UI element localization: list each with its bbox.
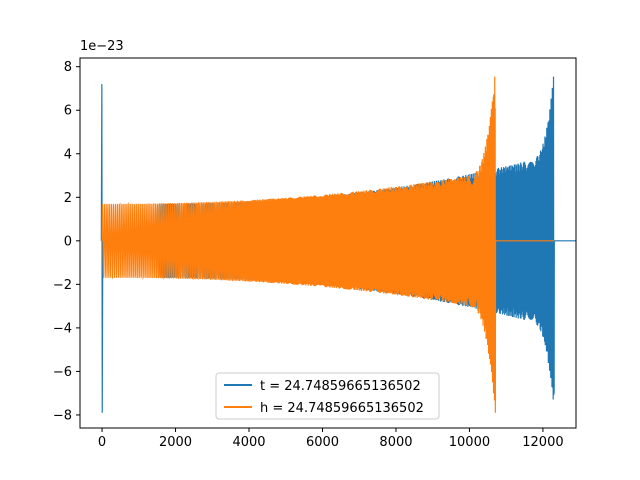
plot-area (100, 76, 576, 413)
y-offset-label: 1e−23 (80, 39, 124, 54)
y-tick-label: 4 (64, 147, 72, 162)
legend-label-h: h = 24.74859665136502 (260, 401, 424, 416)
y-tick-label: −4 (53, 321, 72, 336)
x-tick-label: 6000 (306, 435, 339, 450)
y-tick-label: −6 (53, 365, 72, 380)
x-tick-label: 12000 (522, 435, 563, 450)
legend-box (215, 372, 440, 420)
y-tick-label: −2 (53, 278, 72, 293)
x-tick-label: 4000 (232, 435, 265, 450)
x-tick-label: 0 (98, 435, 106, 450)
y-tick-label: 6 (64, 104, 72, 119)
x-tick-label: 10000 (449, 435, 490, 450)
y-axis: −8 −6 −4 −2 0 2 4 6 8 (53, 60, 80, 423)
x-tick-label: 8000 (379, 435, 412, 450)
legend: t = 24.74859665136502 h = 24.74859665136… (215, 372, 440, 420)
y-tick-label: 2 (64, 191, 72, 206)
x-tick-label: 2000 (159, 435, 192, 450)
series-line-h (101, 76, 554, 413)
y-tick-label: 8 (64, 60, 72, 75)
y-tick-label: 0 (64, 234, 72, 249)
legend-label-t: t = 24.74859665136502 (260, 379, 421, 394)
x-axis: 0 2000 4000 6000 8000 10000 12000 (98, 428, 564, 450)
plot-frame (79, 57, 577, 429)
y-tick-label: −8 (53, 408, 72, 423)
